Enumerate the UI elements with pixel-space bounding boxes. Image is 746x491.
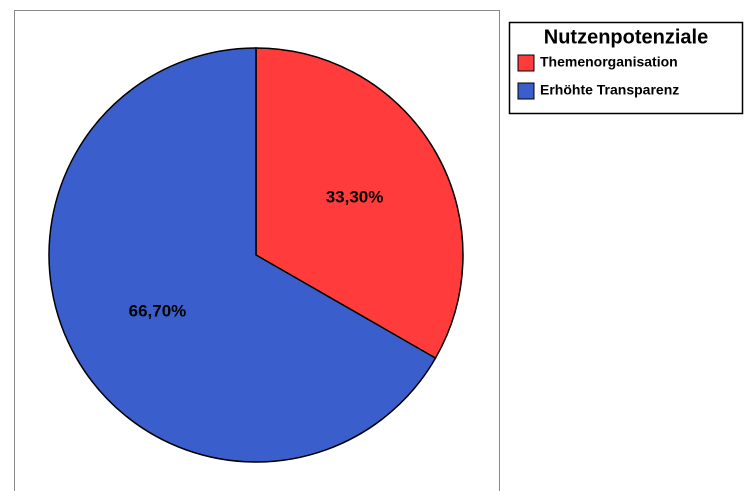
legend-label: Themenorganisation: [540, 54, 678, 70]
legend-swatch: [517, 82, 535, 100]
legend-box: [508, 21, 744, 115]
legend-swatch: [517, 54, 535, 72]
legend-title: Nutzenpotenziale: [544, 26, 708, 48]
pie-slice: [255, 47, 464, 360]
plot-frame: [14, 10, 500, 491]
legend-label: Erhöhte Transparenz: [540, 82, 679, 98]
data-label: 66,70%: [129, 302, 187, 321]
data-label: 33,30%: [326, 187, 384, 206]
pie-slice: [48, 47, 437, 463]
